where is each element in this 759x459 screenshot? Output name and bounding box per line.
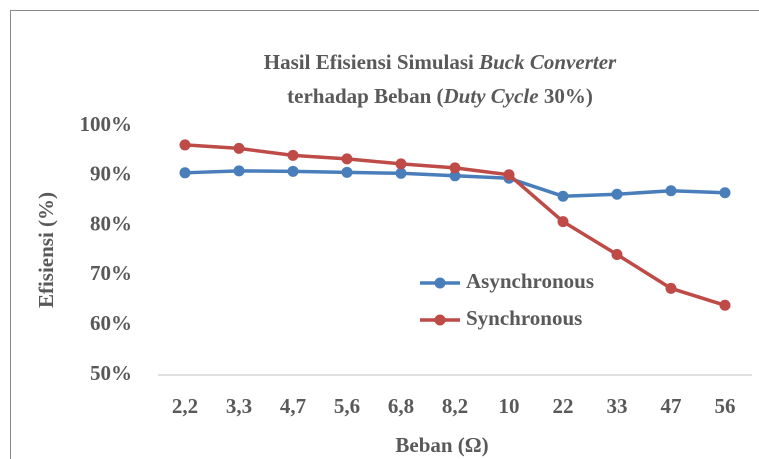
point <box>665 185 677 197</box>
legend-marker <box>434 277 446 289</box>
point <box>395 167 407 179</box>
point <box>557 216 569 228</box>
point <box>287 165 299 177</box>
x-tick-label: 33 <box>607 394 628 418</box>
x-tick-label: 6,8 <box>388 394 414 418</box>
point <box>179 139 191 151</box>
y-tick-label: 60% <box>90 311 132 335</box>
title-part: Hasil Efisiensi Simulasi <box>264 50 479 74</box>
point <box>341 166 353 178</box>
chart-title: Hasil Efisiensi Simulasi Buck Converter <box>264 50 617 74</box>
title-part: Buck Converter <box>478 50 617 74</box>
point <box>233 165 245 177</box>
frame <box>10 10 759 459</box>
x-tick-label: 22 <box>553 394 574 418</box>
x-tick-label: 3,3 <box>226 394 252 418</box>
x-tick-label: 2,2 <box>172 394 198 418</box>
y-tick-label: 50% <box>90 361 132 385</box>
point <box>719 187 731 199</box>
point <box>449 162 461 174</box>
x-tick-label: 47 <box>661 394 682 418</box>
point <box>341 153 353 165</box>
x-tick-label: 8,2 <box>442 394 468 418</box>
point <box>287 149 299 161</box>
point <box>395 158 407 170</box>
point <box>503 169 515 181</box>
legend-label: Asynchronous <box>466 269 594 293</box>
point <box>233 142 245 154</box>
x-tick-label: 4,7 <box>280 394 306 418</box>
title-part: Duty Cycle <box>443 84 539 108</box>
point <box>719 299 731 311</box>
x-tick-label: 10 <box>499 394 520 418</box>
x-tick-label: 5,6 <box>334 394 360 418</box>
point <box>665 282 677 294</box>
point <box>179 167 191 179</box>
point <box>449 170 461 182</box>
y-tick-label: 80% <box>90 211 132 235</box>
y-tick-label: 90% <box>90 162 132 186</box>
x-axis-label: Beban (Ω) <box>395 433 488 457</box>
point <box>611 248 623 260</box>
y-tick-label: 100% <box>80 112 133 136</box>
x-tick-label: 56 <box>715 394 736 418</box>
chart-title: terhadap Beban (Duty Cycle 30%) <box>287 84 593 108</box>
point <box>611 188 623 200</box>
title-part: terhadap Beban ( <box>287 84 443 108</box>
legend-label: Synchronous <box>466 306 582 330</box>
y-axis-label: Efisiensi (%) <box>34 192 58 308</box>
y-tick-label: 70% <box>90 261 132 285</box>
title-part: 30%) <box>539 84 593 108</box>
point <box>557 190 569 202</box>
legend-marker <box>434 314 446 326</box>
